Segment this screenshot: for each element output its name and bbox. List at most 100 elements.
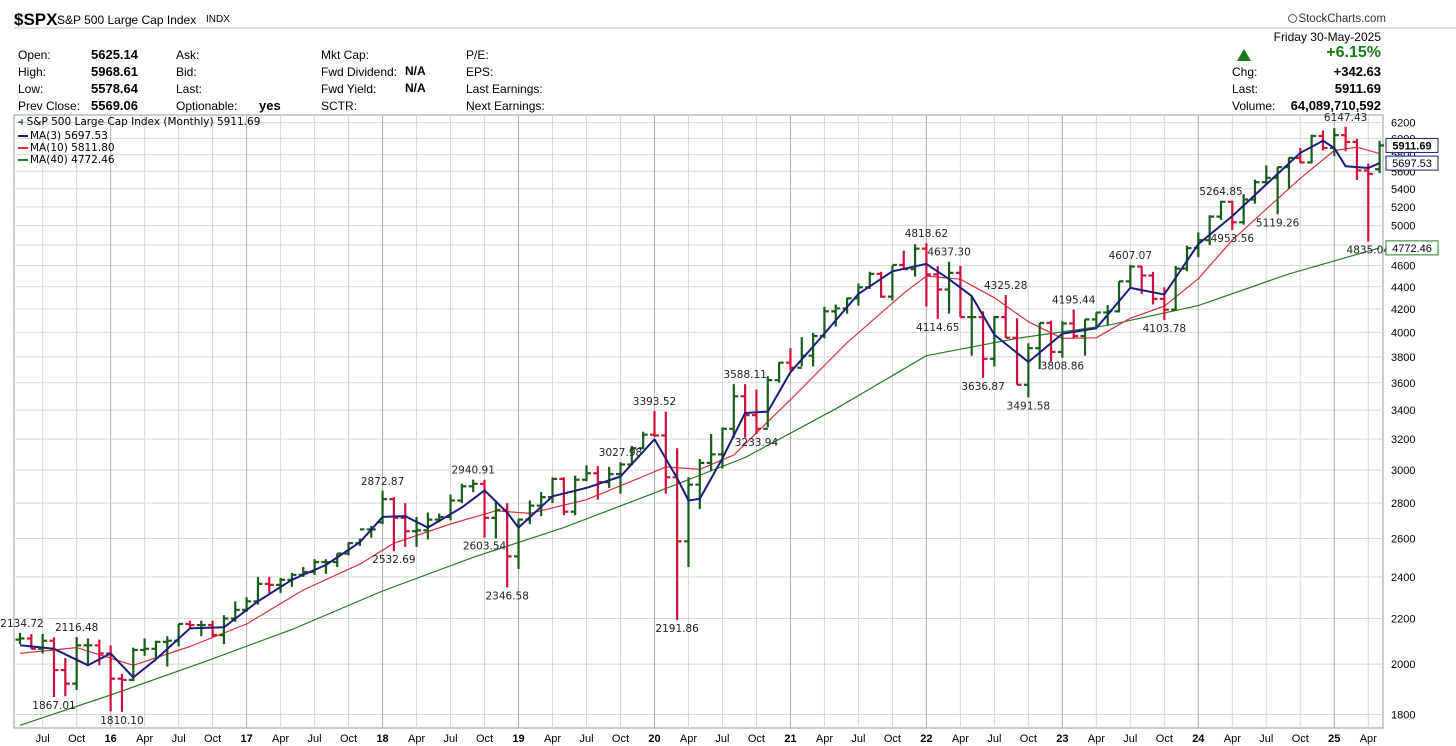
fwddiv-label: Fwd Dividend: — [321, 65, 398, 79]
y-tick-label: 6200 — [1391, 118, 1415, 130]
last-label: Last: — [1232, 82, 1259, 96]
price-annotation: 3808.86 — [1041, 361, 1085, 373]
ohlc-bar — [536, 492, 546, 517]
logo-text: StockCharts.com — [1298, 13, 1386, 25]
ohlc-bar — [94, 639, 104, 666]
x-tick-label: Jul — [1123, 733, 1137, 745]
plot-frame — [13, 114, 1384, 729]
y-tick-label: 3600 — [1391, 378, 1415, 390]
ohlc-bar — [989, 315, 999, 367]
y-tick-label: 4200 — [1391, 304, 1415, 316]
ohlc-bar — [1341, 126, 1351, 152]
ohlc-bar — [310, 559, 320, 575]
ohlc-bar — [876, 271, 886, 298]
optionable-value: yes — [259, 98, 281, 113]
price-annotation: 2940.91 — [451, 465, 494, 477]
ohlc-bar — [1057, 321, 1067, 358]
change-percent: +6.15% — [1326, 44, 1381, 61]
mktcap-label: Mkt Cap: — [321, 48, 370, 62]
price-annotation: 4953.56 — [1211, 233, 1255, 245]
ohlc-bar — [582, 465, 591, 482]
eps-label: EPS: — [466, 65, 494, 79]
ohlc-bar — [400, 503, 410, 547]
x-tick-label: Oct — [748, 733, 765, 745]
security-name: S&P 500 Large Cap Index — [57, 13, 197, 27]
legend-ma10: MA(10) 5811.80 — [18, 142, 115, 154]
x-tick-label: Jul — [579, 733, 593, 745]
ohlc-bar — [49, 637, 59, 698]
legend-main-text: S&P 500 Large Cap Index (Monthly) 5911.6… — [26, 116, 261, 128]
axis-tag-ma3: 5697.53 — [1385, 155, 1439, 171]
price-annotation: 4818.62 — [905, 228, 948, 240]
x-tick-label: 16 — [105, 733, 117, 745]
ohlc-bar — [808, 332, 818, 367]
stockcharts-logo[interactable]: StockCharts.com — [1288, 13, 1386, 25]
ohlc-bar — [332, 552, 342, 567]
x-tick-label: Jul — [715, 733, 729, 745]
ohlc-bar — [219, 615, 229, 645]
axis-tag-box — [1385, 137, 1439, 153]
quote-date: Friday 30-May-2025 — [1273, 30, 1381, 44]
x-tick-label: 22 — [920, 733, 932, 745]
x-tick-label: Oct — [612, 733, 629, 745]
price-annotation: 4114.65 — [916, 322, 959, 334]
volume-label: Volume: — [1232, 99, 1276, 113]
y-tick-label: 4000 — [1391, 327, 1415, 339]
open-label: Open: — [18, 48, 51, 62]
ohlc-bar — [831, 304, 841, 327]
price-annotation: 4607.07 — [1109, 250, 1152, 262]
y-tick-label: 3200 — [1391, 434, 1415, 446]
ohlc-bar — [1375, 140, 1385, 174]
ohlc-bar — [480, 479, 490, 538]
ohlc-bar — [128, 647, 138, 682]
ohlc-bar — [83, 638, 93, 666]
price-annotation: 1867.01 — [32, 700, 75, 712]
ohlc-bar — [140, 638, 150, 656]
x-tick-label: Oct — [340, 733, 357, 745]
ask-label: Ask: — [176, 48, 200, 62]
price-annotation: 4325.28 — [984, 280, 1027, 292]
legend-ma40: MA(40) 4772.46 — [18, 154, 115, 166]
ohlc-bar — [60, 658, 70, 697]
x-tick-label: 21 — [784, 733, 796, 745]
ma3-line — [19, 139, 1380, 679]
price-annotation: 3393.52 — [633, 396, 676, 408]
legend-ma40-text: MA(40) 4772.46 — [30, 154, 115, 166]
ohlc-bar — [1295, 148, 1305, 164]
ohlc-bar — [1012, 318, 1022, 386]
ohlc-bar — [978, 311, 988, 378]
ohlc-bar — [921, 243, 931, 307]
ohlc-bar — [117, 673, 127, 712]
low-value: 5578.64 — [91, 81, 138, 96]
ohlc-bar — [785, 348, 795, 371]
x-tick-label: Oct — [1020, 733, 1037, 745]
last-value: 5911.69 — [1334, 81, 1381, 96]
ohlc-bar — [910, 244, 920, 277]
axis-tag-box — [1385, 240, 1439, 256]
y-tick-label: 2600 — [1391, 534, 1415, 546]
x-tick-label: Oct — [204, 733, 221, 745]
y-tick-label: 5400 — [1391, 184, 1415, 196]
price-annotation: 4835.04 — [1347, 245, 1391, 257]
y-tick-label: 3000 — [1391, 465, 1415, 477]
prevclose-label: Prev Close: — [18, 99, 81, 113]
price-annotation: 2346.58 — [485, 591, 528, 603]
x-tick-label: 19 — [512, 733, 524, 745]
y-tick-label: 2200 — [1391, 613, 1415, 625]
ohlc-bar — [944, 261, 954, 314]
optionable-label: Optionable: — [176, 99, 238, 113]
ohlc-bar — [559, 477, 569, 516]
axis-tag-text: 5911.69 — [1392, 140, 1431, 152]
high-label: High: — [18, 65, 47, 79]
price-annotation: 2134.72 — [0, 618, 43, 630]
legend-ma3: MA(3) 5697.53 — [18, 130, 108, 142]
x-tick-label: Apr — [408, 733, 425, 745]
ohlc-bar — [72, 637, 82, 690]
ohlc-bar — [389, 497, 399, 552]
axis-tag-box — [1385, 155, 1439, 171]
copyright-icon — [1288, 14, 1298, 23]
y-tick-label: 2400 — [1391, 572, 1415, 584]
ohlc-bar — [151, 640, 161, 659]
ohlc-bar — [661, 411, 671, 494]
